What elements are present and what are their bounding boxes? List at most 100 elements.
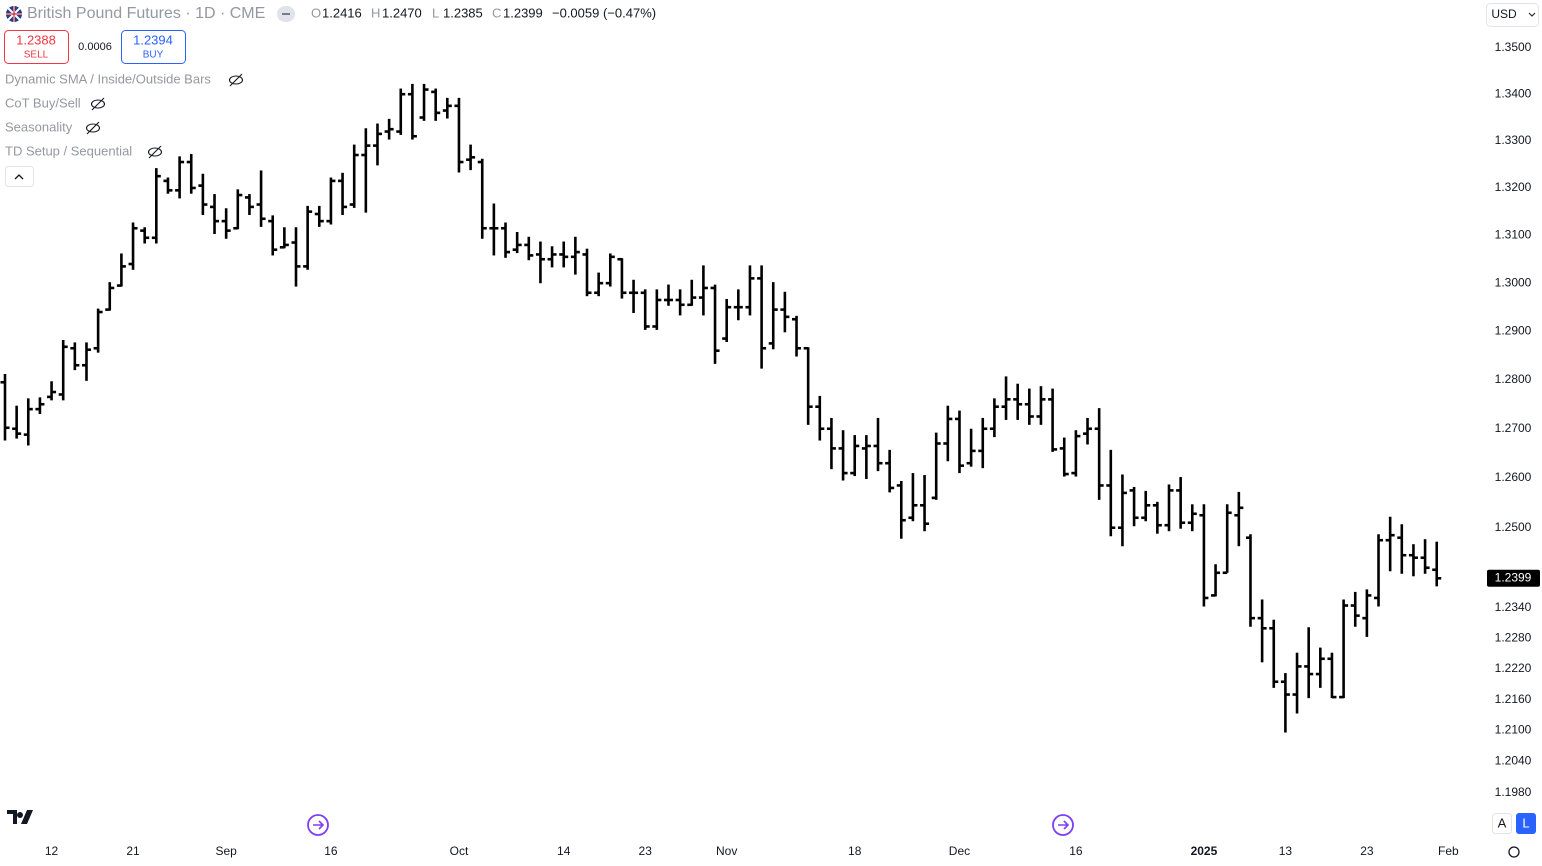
- x-tick-label: 2025: [1191, 844, 1218, 858]
- ohlc-bar: [687, 279, 697, 307]
- ohlc-bar: [885, 449, 895, 493]
- buy-price: 1.2394: [133, 32, 173, 47]
- ohlc-bar: [396, 88, 406, 135]
- ohlc-bar: [570, 236, 580, 275]
- ohlc-bar: [850, 435, 860, 477]
- y-tick-label: 1.2700: [1495, 421, 1532, 435]
- ohlc-bar: [1094, 408, 1104, 500]
- ohlc-bar: [1036, 386, 1046, 425]
- ohlc-bar: [221, 208, 231, 239]
- ohlc-legend: O 1.2416 H 1.2470 L 1.2385 C 1.2399: [311, 5, 543, 20]
- ohlc-bar: [1071, 430, 1081, 477]
- eye-outline: [147, 147, 163, 157]
- ohlc-bar: [1234, 491, 1244, 547]
- ohlc-bar: [361, 128, 371, 213]
- ohlc-bar: [1164, 484, 1174, 532]
- ohlc-bar: [815, 395, 825, 441]
- buy-button[interactable]: [121, 30, 186, 64]
- hidden-eye-icon[interactable]: [147, 145, 163, 159]
- ohlc-bar: [1339, 599, 1349, 699]
- x-tick-label: 12: [45, 844, 59, 858]
- eye-outline: [90, 99, 106, 109]
- ohlc-bar: [663, 284, 673, 306]
- hidden-eye-icon[interactable]: [90, 97, 106, 111]
- ohlc-bar: [407, 83, 417, 140]
- ohlc-bar: [966, 428, 976, 467]
- tv-logo[interactable]: [7, 810, 33, 824]
- ohlc-bar: [384, 118, 394, 140]
- y-tick-label: 1.2500: [1495, 520, 1532, 534]
- currency-chevron: [1528, 12, 1536, 17]
- eye-slash: [86, 121, 100, 135]
- ohlc-bar: [1362, 589, 1372, 637]
- ohlc-bar: [943, 405, 953, 462]
- ohlc-bar: [1001, 376, 1011, 420]
- ohlc-bar: [1315, 647, 1325, 688]
- sell-label: SELL: [24, 50, 49, 61]
- hidden-eye-icon[interactable]: [85, 121, 101, 135]
- y-tick-label: 1.3100: [1495, 228, 1532, 242]
- ohlc-bar: [710, 284, 720, 364]
- ohlc-bar: [0, 373, 10, 441]
- ohlc-key: O: [311, 5, 321, 20]
- symbol-title[interactable]: British Pound Futures · 1D · CME: [27, 5, 265, 22]
- ohlc-bar: [244, 194, 254, 216]
- ohlc-bar: [1129, 486, 1139, 527]
- ohlc-bar: [198, 173, 208, 216]
- ohlc-bar: [1292, 652, 1302, 714]
- currency-select[interactable]: [1486, 3, 1539, 27]
- ohlc-bar: [1048, 388, 1058, 452]
- buy-label: BUY: [143, 50, 164, 61]
- ohlc-bar: [47, 381, 57, 401]
- ohlc-bar: [733, 289, 743, 321]
- sell-button[interactable]: [4, 30, 69, 64]
- ohlc-bar: [954, 410, 964, 474]
- x-tick-label: Nov: [716, 844, 737, 858]
- sell-price: 1.2388: [16, 32, 56, 47]
- ohlc-bar: [1059, 437, 1069, 477]
- ohlc-bar: [861, 435, 871, 480]
- last-price-tag: [1487, 569, 1540, 587]
- hidden-eye-icon[interactable]: [228, 73, 244, 87]
- ohlc-bar: [1420, 539, 1430, 574]
- plot-area: 1.3500 1.3400 1.3300 1.3200 1.3100 1.3000 1.29…: [0, 40, 1540, 858]
- ohlc-bar: [175, 156, 185, 199]
- eye-slash: [91, 97, 105, 111]
- ohlc-bar: [233, 189, 243, 230]
- ohlc-bar: [1141, 490, 1151, 522]
- indicator-list: Dynamic SMA / Inside/Outside Bars CoT Buy…: [5, 71, 244, 159]
- ohlc-bar: [559, 241, 569, 268]
- ohlc-bar: [210, 194, 220, 235]
- tv-logo-dot: [17, 812, 23, 818]
- currency: USD: [1491, 7, 1517, 21]
- ohlc-bar: [140, 227, 150, 244]
- chevron-up: [14, 174, 24, 180]
- log-scale-button[interactable]: [1516, 813, 1536, 834]
- x-tick-label: 23: [639, 844, 653, 858]
- ohlc-bar: [594, 272, 604, 297]
- ohlc-bar: [35, 397, 45, 415]
- auto-scale-button[interactable]: [1492, 813, 1512, 834]
- ohlc-bar: [780, 291, 790, 333]
- settings-icon[interactable]: [1508, 846, 1520, 858]
- y-tick-label: 1.2280: [1495, 631, 1532, 645]
- event-icon[interactable]: [307, 814, 329, 836]
- event-icon[interactable]: [1052, 814, 1074, 836]
- auto-scale-label: A: [1498, 815, 1507, 830]
- y-tick-label: 1.3000: [1495, 275, 1532, 289]
- ohlc-bar: [81, 342, 91, 381]
- ohlc-bar: [652, 289, 662, 330]
- ohlc-bar: [431, 88, 441, 121]
- collapse-indicators[interactable]: [5, 166, 34, 187]
- ohlc-bar: [524, 236, 534, 261]
- ohlc-bar: [1083, 417, 1093, 445]
- ohlc-bar: [477, 158, 487, 239]
- ohlc-bar: [757, 265, 767, 369]
- ohlc-bar: [920, 475, 930, 532]
- event-arrow: [1058, 820, 1070, 830]
- ohlc-bar: [1269, 619, 1279, 688]
- eye-outline: [228, 75, 244, 85]
- ohlc-bar: [442, 97, 452, 119]
- indicator-name: TD Setup / Sequential: [5, 143, 132, 158]
